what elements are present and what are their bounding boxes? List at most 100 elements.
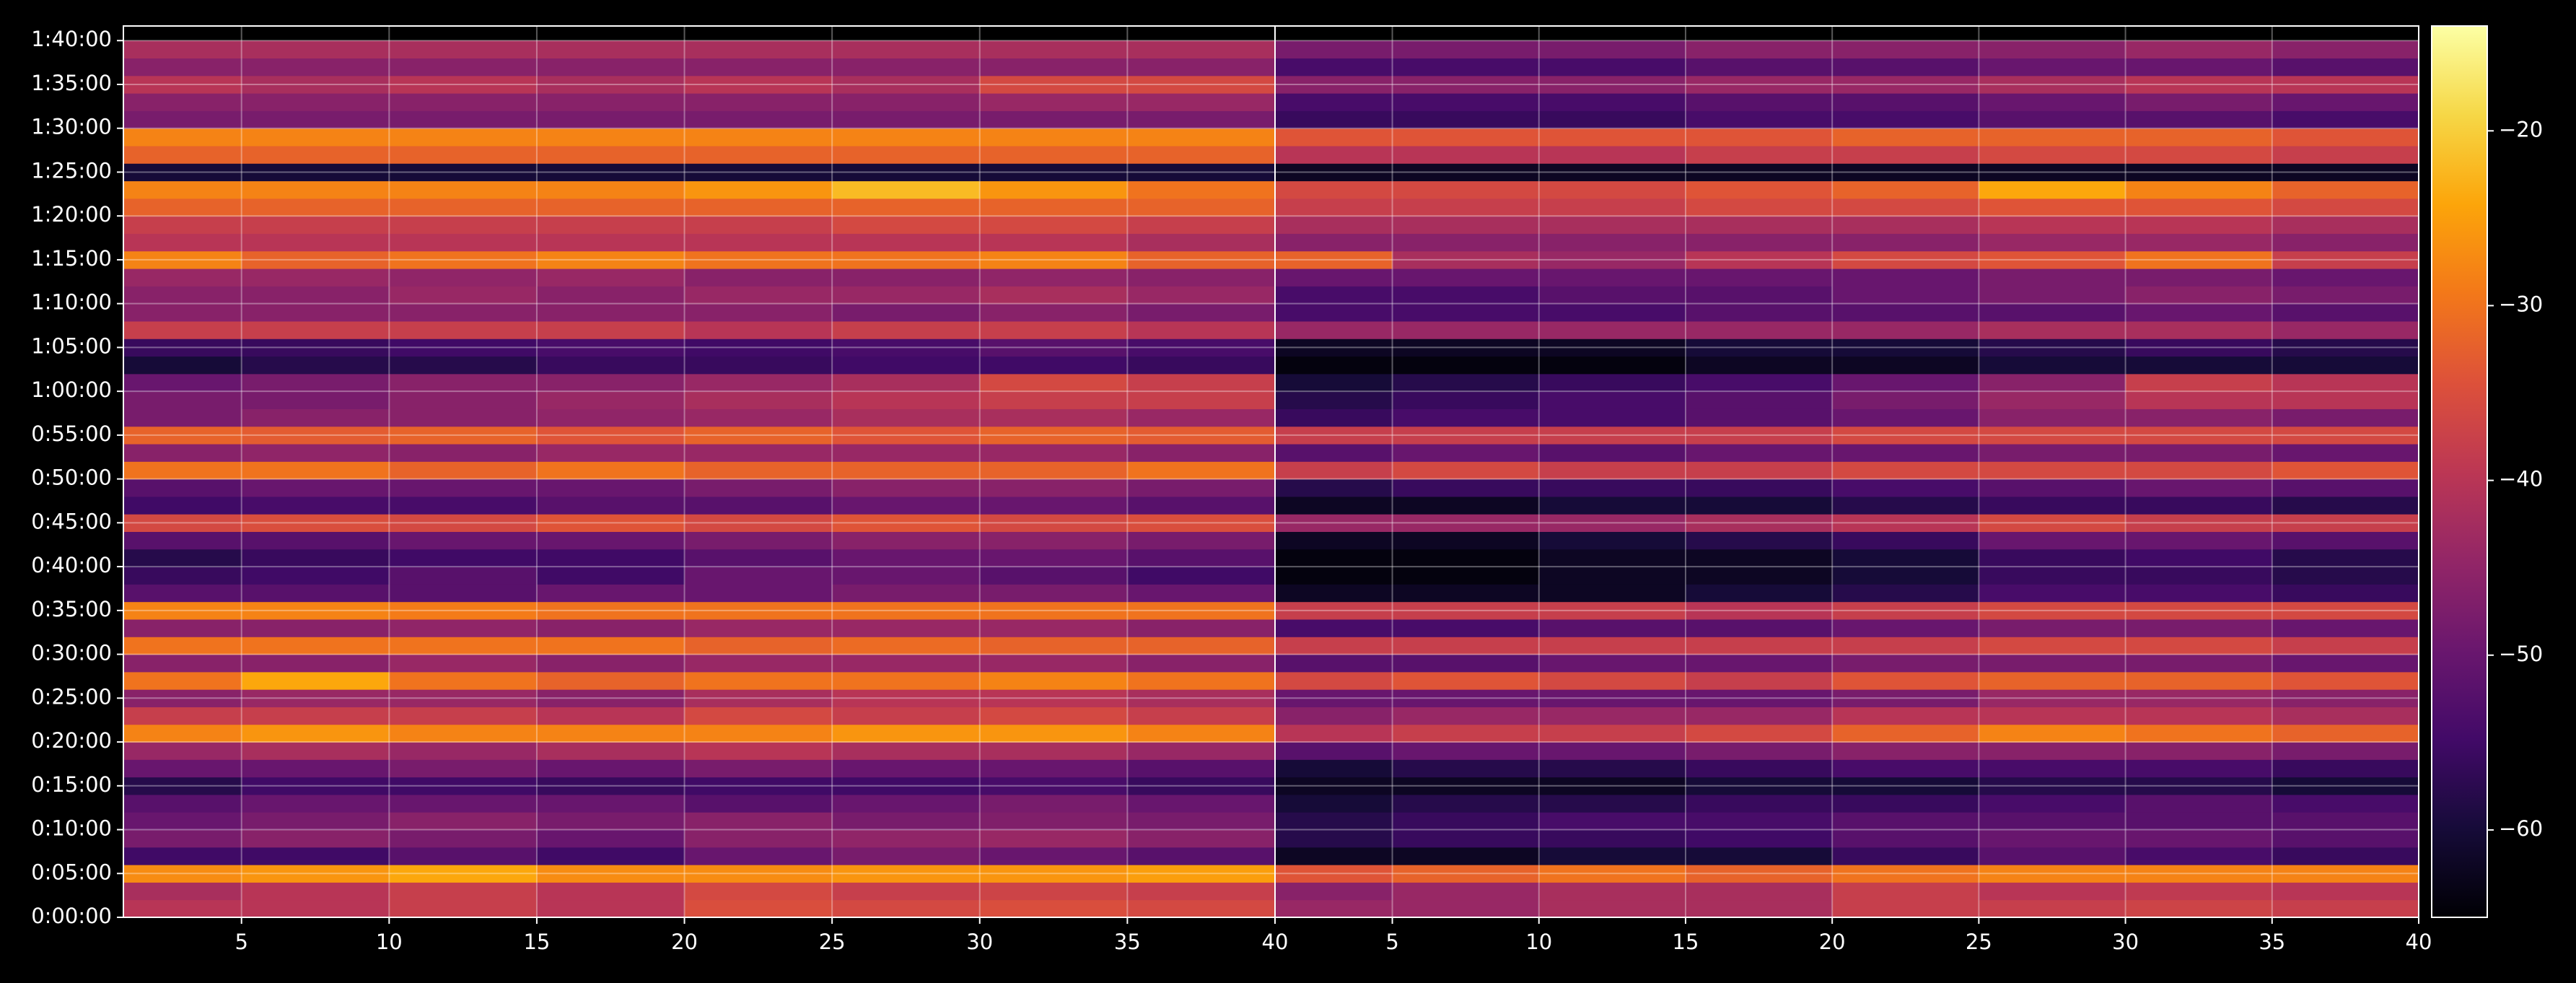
heatmap-cell: [2125, 40, 2273, 59]
heatmap-cell: [684, 479, 833, 497]
heatmap-cell: [2271, 286, 2419, 305]
heatmap-cell: [1392, 847, 1540, 865]
heatmap-cell: [1685, 777, 1833, 795]
heatmap-cell: [1392, 724, 1540, 743]
heatmap-cell: [1392, 338, 1540, 357]
heatmap-cell: [536, 496, 685, 515]
y-tick-label: 0:35:00: [31, 597, 112, 621]
heatmap-cell: [389, 724, 538, 743]
heatmap-cell: [389, 391, 538, 409]
heatmap-cell: [1685, 146, 1833, 164]
heatmap-cell: [1392, 671, 1540, 690]
heatmap-cell: [979, 320, 1128, 339]
heatmap-cell: [979, 671, 1128, 690]
heatmap-cell: [1832, 584, 1979, 603]
heatmap-cell: [389, 567, 538, 585]
heatmap-cell: [979, 777, 1128, 795]
heatmap-cell: [1832, 847, 1979, 865]
heatmap-cell: [1685, 180, 1833, 199]
heatmap-cell: [1275, 320, 1393, 339]
heatmap-cell: [123, 567, 242, 585]
heatmap-cell: [832, 146, 981, 164]
heatmap-cell: [389, 409, 538, 427]
heatmap-cell: [536, 110, 685, 129]
heatmap-cell: [1979, 689, 2126, 707]
heatmap-cell: [2125, 75, 2273, 94]
heatmap-cell: [1832, 496, 1979, 515]
heatmap-cell: [241, 899, 390, 918]
heatmap-cell: [1538, 601, 1686, 620]
heatmap-cell: [1832, 58, 1979, 77]
heatmap-cell: [979, 93, 1128, 111]
heatmap-cell: [123, 409, 242, 427]
heatmap-cell: [1127, 338, 1276, 357]
heatmap-cell: [1127, 671, 1276, 690]
heatmap-cell: [1685, 549, 1833, 567]
heatmap-cell: [1832, 128, 1979, 147]
heatmap-cell: [1275, 303, 1393, 322]
heatmap-cell: [2125, 531, 2273, 550]
heatmap-cell: [389, 847, 538, 865]
heatmap-cell: [123, 338, 242, 357]
heatmap-cell: [684, 303, 833, 322]
heatmap-cell: [1275, 479, 1393, 497]
heatmap-cell: [2271, 426, 2419, 445]
heatmap-cell: [1685, 75, 1833, 94]
heatmap-cell: [1832, 391, 1979, 409]
heatmap-cell: [1685, 812, 1833, 831]
heatmap-cell: [2125, 93, 2273, 111]
heatmap-cell: [389, 128, 538, 147]
heatmap-cell: [2125, 865, 2273, 883]
heatmap-cell: [123, 865, 242, 883]
heatmap-cell: [1275, 75, 1393, 94]
heatmap-cell: [1392, 373, 1540, 392]
y-tick-label: 1:35:00: [31, 71, 112, 95]
heatmap-cell: [1392, 250, 1540, 269]
heatmap-cell: [1538, 531, 1686, 550]
x-tick-label: 10: [376, 930, 403, 954]
heatmap-cell: [2125, 58, 2273, 77]
heatmap-cell: [1685, 584, 1833, 603]
heatmap-cell: [1275, 794, 1393, 813]
heatmap-cell: [123, 654, 242, 673]
heatmap-cell: [241, 426, 390, 445]
heatmap-cell: [536, 286, 685, 305]
heatmap-cell: [389, 742, 538, 760]
heatmap-cell: [1832, 163, 1979, 182]
heatmap-cell: [832, 759, 981, 778]
heatmap-cell: [979, 40, 1128, 59]
heatmap-cell: [1538, 444, 1686, 462]
heatmap-cell: [979, 233, 1128, 252]
heatmap-cell: [2271, 409, 2419, 427]
heatmap-cell: [389, 707, 538, 725]
heatmap-cell: [1275, 426, 1393, 445]
heatmap-cell: [979, 479, 1128, 497]
heatmap-cell: [1832, 198, 1979, 217]
heatmap-cell: [2271, 180, 2419, 199]
heatmap-cell: [1275, 444, 1393, 462]
heatmap-cell: [1538, 654, 1686, 673]
heatmap-cell: [1275, 742, 1393, 760]
heatmap-cell: [536, 93, 685, 111]
heatmap-cell: [123, 496, 242, 515]
heatmap-cell: [979, 391, 1128, 409]
heatmap-cell: [1275, 759, 1393, 778]
heatmap-cell: [979, 882, 1128, 901]
heatmap-cell: [2271, 829, 2419, 848]
heatmap-cell: [123, 671, 242, 690]
heatmap-cell: [389, 338, 538, 357]
heatmap-cell: [1275, 671, 1393, 690]
y-tick-label: 0:25:00: [31, 684, 112, 709]
heatmap-cell: [389, 865, 538, 883]
heatmap-cell: [1832, 777, 1979, 795]
heatmap-cell: [2125, 391, 2273, 409]
heatmap-cell: [1685, 847, 1833, 865]
heatmap-cell: [389, 233, 538, 252]
heatmap-cell: [1392, 110, 1540, 129]
heatmap-cell: [123, 391, 242, 409]
heatmap-cell: [536, 391, 685, 409]
heatmap-cell: [1392, 514, 1540, 533]
heatmap-cell: [1275, 110, 1393, 129]
heatmap-cell: [123, 794, 242, 813]
heatmap-cell: [832, 163, 981, 182]
